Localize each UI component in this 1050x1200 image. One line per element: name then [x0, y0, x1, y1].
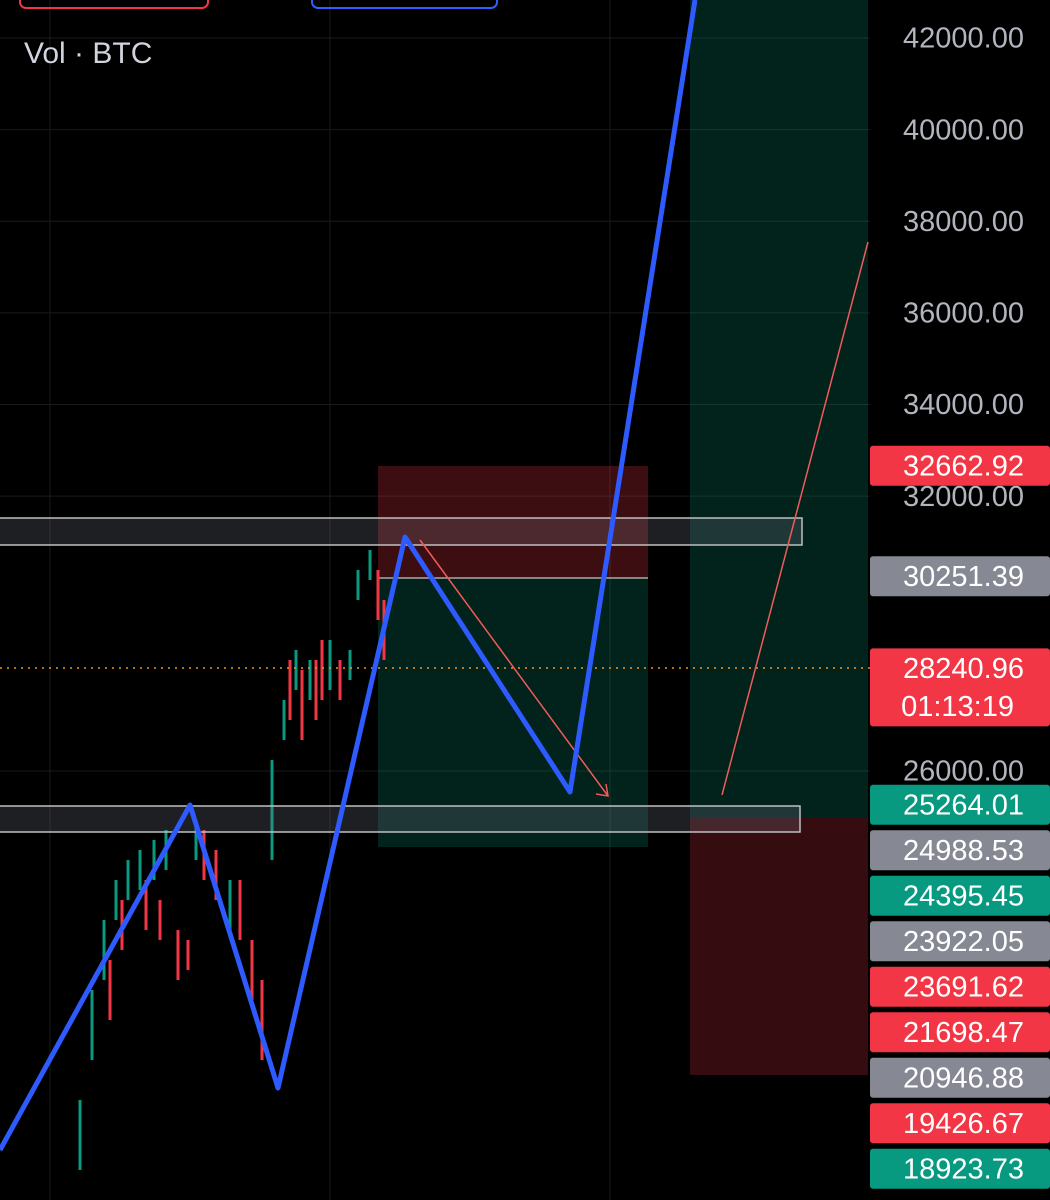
candle-up: [78, 550, 372, 1170]
profit-zone: [690, 0, 868, 818]
price-badge: [870, 1148, 1050, 1189]
zone-box: [0, 517, 803, 546]
price-badge-label: 20946.88: [903, 1062, 1024, 1094]
vertical-grid: [49, 0, 611, 1200]
toolbar-button[interactable]: [311, 0, 498, 9]
price-badge-label: 25264.01: [903, 789, 1024, 821]
countdown: 01:13:19: [901, 691, 1014, 723]
y-tick-label: 38000.00: [903, 206, 1024, 238]
price-badge-label: 23691.62: [903, 971, 1024, 1003]
price-badge-label: 21698.47: [903, 1017, 1024, 1049]
zone-box: [0, 805, 801, 833]
arrow: [721, 241, 869, 796]
y-tick-label: 42000.00: [903, 23, 1024, 55]
price-badge-label: 28240.96: [903, 653, 1024, 685]
price-badge-label: 24395.45: [903, 880, 1024, 912]
y-tick-label: 36000.00: [903, 298, 1024, 330]
horizontal-grid: [0, 37, 870, 772]
price-badge-label: 23922.05: [903, 926, 1024, 958]
price-badge: [870, 784, 1050, 825]
price-badge: [870, 1103, 1050, 1144]
price-badge: [870, 556, 1050, 597]
y-tick-label: 26000.00: [903, 756, 1024, 788]
path-projection: [0, 0, 698, 1152]
price-badge-label: 30251.39: [903, 561, 1024, 593]
y-tick-label: 32000.00: [903, 481, 1024, 513]
price-badge: [870, 648, 1050, 727]
price-badge: [870, 1057, 1050, 1098]
price-badge: [870, 1012, 1050, 1053]
price-badge-label: 19426.67: [903, 1108, 1024, 1140]
loss-zone: [690, 818, 868, 1075]
price-badge: [870, 445, 1050, 486]
profit-zone: [378, 578, 648, 847]
price-badge-label: 32662.92: [903, 450, 1024, 482]
toolbar-button[interactable]: [19, 0, 209, 9]
price-badge-label: 24988.53: [903, 835, 1024, 867]
price-badge: [870, 921, 1050, 962]
loss-zone: [378, 466, 648, 578]
y-tick-label: 40000.00: [903, 114, 1024, 146]
price-badge: [870, 875, 1050, 916]
price-badge: [870, 830, 1050, 871]
legend: Vol · BTC: [24, 37, 152, 70]
price-badge-label: 18923.73: [903, 1153, 1024, 1185]
price-badge: [870, 966, 1050, 1007]
price-axis: 42000.00 40000.00 38000.00 36000.00 34000.00…: [870, 23, 1050, 1189]
y-tick-label: 34000.00: [903, 389, 1024, 421]
